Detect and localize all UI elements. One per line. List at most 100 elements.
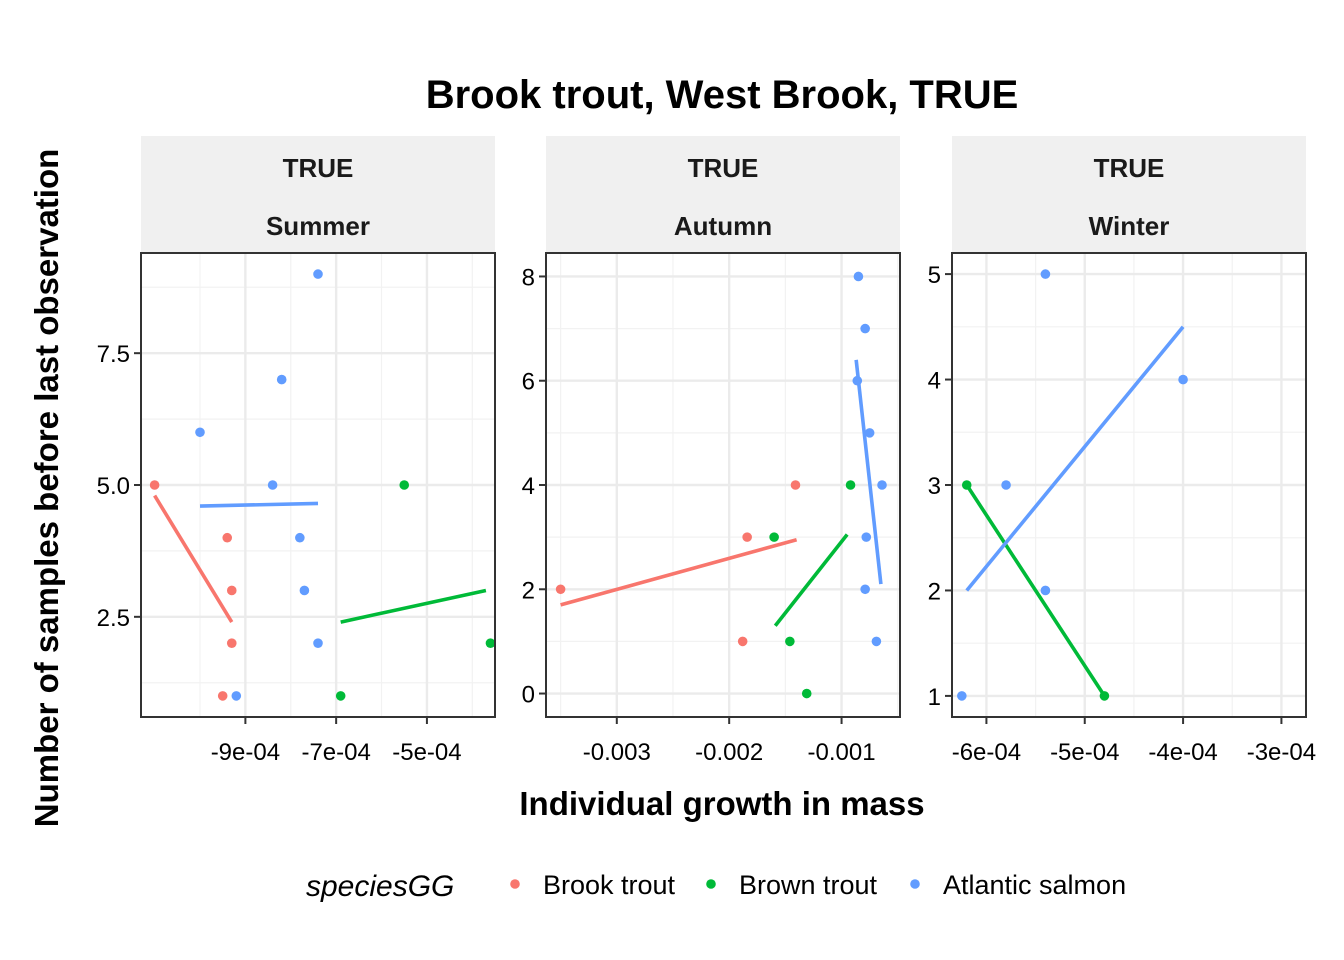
x-tick-label: -5e-04 <box>1050 739 1119 766</box>
y-tick-label: 3 <box>928 473 941 500</box>
data-point-brook-trout <box>226 638 237 648</box>
legend-key <box>510 879 520 889</box>
data-point-atlantic-salmon <box>276 374 287 385</box>
y-tick-label: 7.5 <box>97 341 130 368</box>
data-point-atlantic-salmon <box>852 375 863 386</box>
strip-winter <box>952 136 1306 253</box>
strip-label-season: Autumn <box>674 211 772 241</box>
data-point-atlantic-salmon <box>295 532 305 543</box>
fit-line-atlantic-salmon <box>854 359 883 585</box>
data-point-atlantic-salmon <box>1178 374 1188 385</box>
data-point-atlantic-salmon <box>860 584 870 595</box>
y-tick-label: 2 <box>928 578 941 605</box>
series-brown-trout <box>335 480 496 701</box>
series-brown-trout <box>961 480 1110 701</box>
x-axis: -6e-04 -5e-04 -4e-04 -3e-04 <box>952 253 1316 766</box>
data-point-atlantic-salmon <box>267 480 278 490</box>
x-tick-label: -0.001 <box>808 739 876 766</box>
legend-label: Atlantic salmon <box>943 870 1126 900</box>
data-point-brook-trout <box>226 585 237 596</box>
data-point-atlantic-salmon <box>871 636 882 647</box>
y-axis-label: Number of samples before last observatio… <box>28 149 65 828</box>
fit-line-brook-trout <box>153 494 234 624</box>
data-point-brook-trout <box>737 636 748 647</box>
x-tick-label: -7e-04 <box>301 739 370 766</box>
strip-label-season: Winter <box>1089 211 1170 241</box>
y-tick-label: 4 <box>928 368 941 395</box>
y-tick-label: 5.0 <box>97 473 130 500</box>
strip-label-top: TRUE <box>283 153 354 183</box>
fit-line-brook-trout <box>560 538 798 607</box>
legend-key <box>706 879 716 889</box>
legend-item-brook-trout: Brook trout <box>510 870 676 900</box>
data-point-brown-trout <box>1099 691 1110 701</box>
fit-line-atlantic-salmon <box>965 325 1185 592</box>
x-tick-label: -0.003 <box>583 739 651 766</box>
data-point-atlantic-salmon <box>860 323 870 334</box>
panel-summer: TRUE Summer -9e-04 -7e-04 -5e-04 2.5 5.0 7.5 <box>97 136 496 766</box>
x-tick-label: -4e-04 <box>1148 739 1217 766</box>
legend-item-brown-trout: Brown trout <box>706 870 878 900</box>
x-axis-label: Individual growth in mass <box>519 785 924 822</box>
x-tick-label: -5e-04 <box>392 739 461 766</box>
panel-border <box>951 252 1307 718</box>
data-point-atlantic-salmon <box>299 585 310 596</box>
data-point-brook-trout <box>217 691 228 701</box>
x-tick-label: -0.002 <box>695 739 763 766</box>
data-point-atlantic-salmon <box>1040 585 1051 596</box>
panel-autumn: TRUE Autumn -0.003 -0.002 -0.001 0 2 4 6 8 <box>522 136 901 766</box>
fit-line-brown-trout <box>340 588 487 624</box>
data-point-atlantic-salmon <box>1001 480 1011 490</box>
series-brook-trout <box>149 480 237 701</box>
data-point-brook-trout <box>790 480 801 490</box>
data-point-atlantic-salmon <box>195 427 205 438</box>
data-point-brown-trout <box>961 480 972 490</box>
y-tick-label: 6 <box>522 369 535 396</box>
y-tick-label: 5 <box>928 262 941 289</box>
x-tick-label: -6e-04 <box>952 739 1021 766</box>
series-atlantic-salmon <box>195 269 323 701</box>
strip-summer <box>141 136 495 253</box>
data-point-atlantic-salmon <box>1040 269 1051 279</box>
legend: speciesGG Brook trout Brown trout Atlantic… <box>306 870 1126 903</box>
data-point-atlantic-salmon <box>313 269 323 279</box>
strip-autumn <box>546 136 900 253</box>
y-tick-label: 0 <box>522 682 535 709</box>
x-axis: -0.003 -0.002 -0.001 <box>583 253 876 766</box>
y-tick-label: 2.5 <box>97 605 130 632</box>
y-tick-label: 2 <box>522 577 535 604</box>
series-atlantic-salmon <box>957 269 1188 701</box>
data-point-atlantic-salmon <box>957 691 967 701</box>
series-brook-trout <box>555 480 801 647</box>
y-axis: 2.5 5.0 7.5 <box>97 341 495 632</box>
data-point-brown-trout <box>769 532 779 542</box>
data-point-atlantic-salmon <box>853 271 864 282</box>
legend-label: Brook trout <box>543 870 676 900</box>
fit-line-brown-trout <box>773 533 849 627</box>
data-point-atlantic-salmon <box>313 638 323 648</box>
strip-label-season: Summer <box>266 211 370 241</box>
data-point-brown-trout <box>399 480 410 490</box>
legend-title: speciesGG <box>306 870 454 903</box>
y-tick-label: 4 <box>522 473 535 500</box>
data-point-brown-trout <box>801 688 812 699</box>
y-tick-label: 1 <box>928 684 941 711</box>
panel-border <box>545 252 901 718</box>
data-point-brown-trout <box>485 638 496 648</box>
fit-line-atlantic-salmon <box>199 501 319 508</box>
fit-line-brown-trout <box>965 484 1106 697</box>
data-point-brown-trout <box>335 691 346 701</box>
data-point-atlantic-salmon <box>231 691 242 701</box>
data-point-brown-trout <box>845 480 856 490</box>
data-point-atlantic-salmon <box>864 428 875 438</box>
legend-key <box>910 879 920 889</box>
x-tick-label: -9e-04 <box>211 739 280 766</box>
data-point-atlantic-salmon <box>861 532 872 542</box>
series-brown-trout <box>769 480 856 699</box>
series-atlantic-salmon <box>852 271 887 647</box>
facet-panels: TRUE Summer -9e-04 -7e-04 -5e-04 2.5 5.0 7.5TRU… <box>97 136 1316 766</box>
legend-item-atlantic-salmon: Atlantic salmon <box>910 870 1126 900</box>
data-point-brook-trout <box>742 532 752 542</box>
y-axis: 1 2 3 4 5 <box>928 262 1306 711</box>
x-tick-label: -3e-04 <box>1247 739 1316 766</box>
